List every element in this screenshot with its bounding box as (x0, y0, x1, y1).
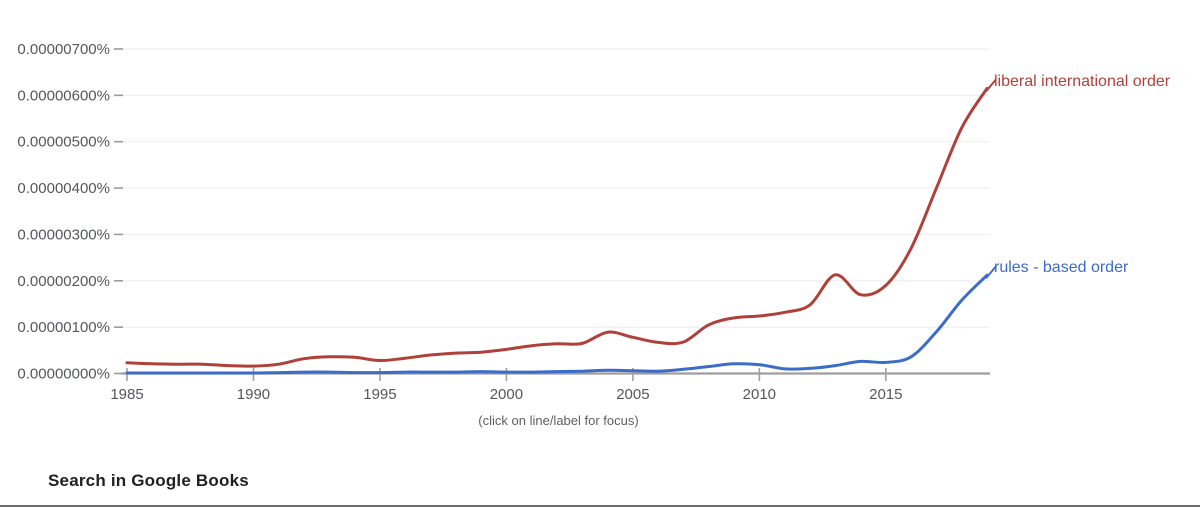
x-axis-tick-label: 2015 (869, 386, 902, 403)
series-label-liberal-international-order[interactable]: liberal international order (994, 73, 1171, 90)
x-axis-tick-label: 1990 (237, 386, 270, 403)
series-label-leader-liberal-international-order (985, 78, 997, 93)
y-axis-tick-label: 0.00000300% (17, 226, 110, 243)
y-axis-tick-label: 0.00000400% (17, 180, 110, 197)
x-axis-tick-label: 1985 (110, 386, 143, 403)
y-axis-tick-label: 0.00000500% (17, 134, 110, 151)
bottom-divider (0, 505, 1200, 507)
x-axis-tick-label: 2010 (743, 386, 776, 403)
series-label-leader-rules-based-order (985, 265, 997, 279)
series-label-rules-based-order[interactable]: rules - based order (994, 259, 1129, 276)
y-axis-tick-label: 0.00000100% (17, 319, 110, 336)
y-axis-tick-label: 0.00000700% (17, 41, 110, 58)
y-axis-tick-label: 0.00000000% (17, 366, 110, 383)
y-axis-tick-label: 0.00000600% (17, 87, 110, 104)
search-in-google-books-link[interactable]: Search in Google Books (48, 471, 249, 490)
ngram-chart: 0.00000700% 0.00000600% 0.00000500% 0.00000… (17, 41, 997, 403)
series-line-liberal-international-order[interactable] (125, 86, 989, 368)
x-axis-tick-label: 2005 (616, 386, 649, 403)
x-axis-tick-label: 1995 (363, 386, 396, 403)
x-axis-tick-label: 2000 (490, 386, 523, 403)
series-line-rules-based-order[interactable] (125, 273, 989, 375)
chart-caption: (click on line/label for focus) (478, 413, 639, 428)
y-axis-tick-label: 0.00000200% (17, 273, 110, 290)
